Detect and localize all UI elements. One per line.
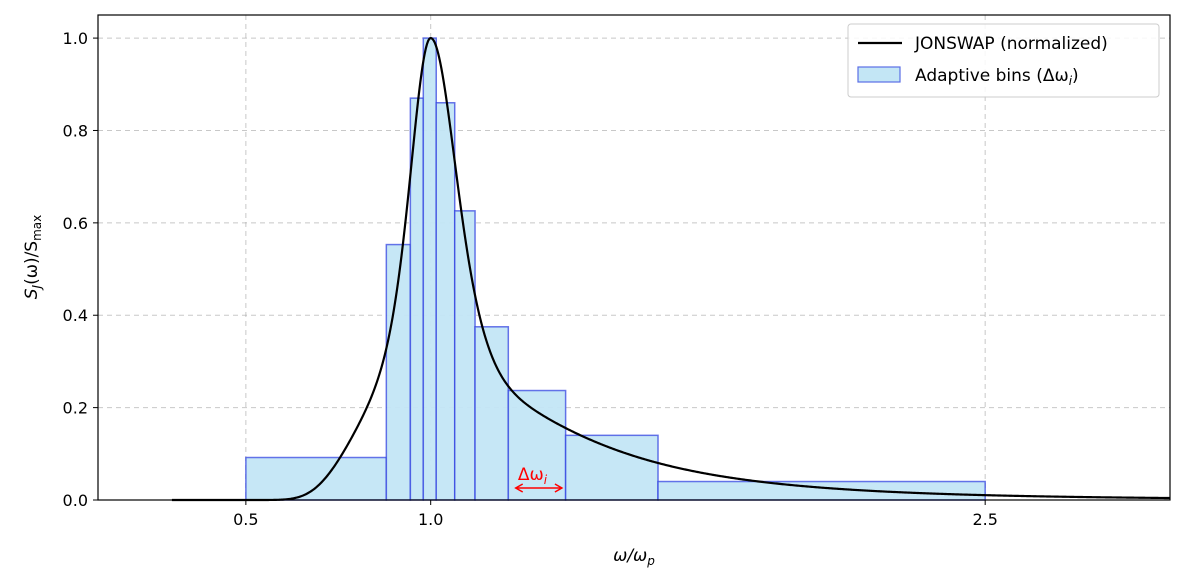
bin-bar	[507, 389, 567, 501]
bin-bar	[422, 37, 437, 501]
bin-bar	[564, 434, 659, 501]
y-tick-label: 0.6	[63, 214, 88, 233]
y-tick-label: 0.2	[63, 399, 88, 418]
y-tick-label: 0.4	[63, 306, 88, 325]
y-tick-label: 1.0	[63, 29, 88, 48]
axes-frame	[97, 14, 1171, 501]
x-tick-label: 2.5	[972, 510, 997, 529]
annotation-arrowhead-left	[514, 483, 524, 493]
y-axis-label: SJ(ω)/Smax	[22, 215, 44, 300]
annotation-label: Δωi	[518, 465, 548, 487]
bin-bar	[245, 456, 388, 501]
x-axis-ticks: 0.5 1.0 2.5	[233, 500, 998, 529]
x-tick-label: 1.0	[418, 510, 443, 529]
bin-bar	[453, 210, 476, 501]
jonswap-curve-group	[171, 36, 1171, 502]
bin-bar	[657, 480, 986, 501]
y-tick-label: 0.0	[63, 491, 88, 510]
axes-border	[97, 14, 1171, 501]
x-axis-label: ω/ωp	[613, 546, 655, 568]
legend-entry-bins: Adaptive bins (Δωi)	[915, 66, 1079, 88]
bin-bar	[435, 102, 456, 501]
y-axis-ticks: 0.0 0.2 0.4 0.6 0.8 1.0	[63, 29, 98, 510]
annotation-arrowhead-right	[554, 483, 564, 493]
jonswap-curve	[171, 36, 1171, 502]
delta-omega-annotation: Δωi	[514, 465, 564, 493]
x-tick-label: 0.5	[233, 510, 258, 529]
y-tick-label: 0.8	[63, 121, 88, 140]
legend-bar-swatch	[857, 66, 901, 83]
legend-entry-jonswap: JONSWAP (normalized)	[914, 34, 1108, 54]
legend: JONSWAP (normalized) Adaptive bins (Δωi)	[847, 23, 1160, 98]
legend-box	[847, 23, 1160, 98]
